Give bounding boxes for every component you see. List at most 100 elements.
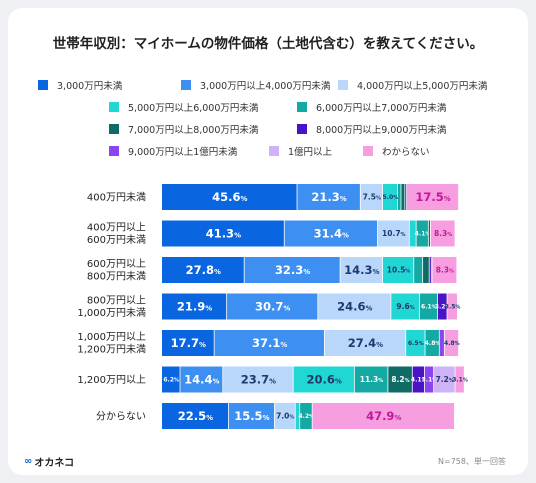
data-label: 41.3% [206, 227, 241, 241]
legend-label: 8,000万円以上9,000万円未満 [316, 125, 447, 136]
bar-segment [297, 184, 360, 210]
data-label: 11.3% [360, 375, 384, 384]
legend-item: 6,000万円以上7,000万円未満 [297, 100, 446, 114]
bar-segment [412, 366, 425, 393]
data-label: 3.1% [452, 377, 468, 384]
bar-segment [429, 257, 431, 283]
legend-swatch [38, 80, 48, 90]
data-label: 23.7% [241, 373, 276, 387]
bar-segment [439, 330, 444, 356]
data-label: 24.6% [337, 300, 372, 314]
bar-segment [428, 220, 430, 247]
bar-segment [180, 366, 223, 393]
bar-segment [405, 184, 407, 210]
legend-item: 3,000万円未満 [38, 78, 122, 92]
legend-swatch [297, 102, 307, 112]
data-label: 6.2% [163, 377, 179, 384]
data-label: 15.5% [234, 409, 269, 423]
bar-segment [397, 184, 401, 210]
data-label: 6.5% [408, 340, 424, 347]
bar-segment [162, 293, 227, 320]
bar-segment [382, 184, 398, 210]
bar-segment [434, 366, 455, 393]
category-label: 1,200万円以上 [77, 374, 146, 386]
legend-swatch [109, 102, 119, 112]
bar-segment [377, 220, 409, 247]
bar-segment [354, 366, 388, 393]
legend-label: 1億円以上 [288, 147, 333, 158]
legend-swatch [269, 146, 279, 156]
legend-swatch [297, 124, 307, 134]
data-label: 27.8% [186, 263, 221, 277]
legend-swatch [338, 80, 348, 90]
data-label: 4.8% [425, 340, 441, 347]
bar-segment [360, 184, 383, 210]
data-label: 30.7% [255, 300, 290, 314]
data-label: 4.2% [299, 413, 315, 420]
data-label: 8.3% [434, 229, 452, 238]
data-label: 20.6% [307, 373, 342, 387]
bar-segment [228, 403, 275, 429]
sample-note: N=758、単一回答 [438, 457, 506, 466]
data-label: 7.0% [276, 412, 294, 421]
bar-segment [312, 403, 455, 429]
legend-swatch [109, 146, 119, 156]
bar-segment [401, 184, 405, 210]
data-label: 14.4% [184, 373, 219, 387]
bar-segment [430, 220, 455, 247]
data-label: 45.6% [212, 190, 247, 204]
data-label: 10.5% [387, 266, 411, 275]
data-label: 7.5% [363, 193, 381, 202]
category-label: 分からない [96, 411, 146, 423]
bar-segment [274, 403, 295, 429]
bar-segment [447, 293, 458, 320]
data-label: 14.3% [344, 263, 379, 277]
data-label: 31.4% [314, 227, 349, 241]
legend-item: 8,000万円以上9,000万円未満 [297, 122, 446, 136]
bar-segment [437, 293, 447, 320]
bar-segment [340, 257, 383, 283]
bar-segment [162, 184, 297, 210]
legend-item: 7,000万円以上8,000万円未満 [109, 122, 258, 136]
chart-card: 世帯年収別：マイホームの物件価格（土地代含む）を教えてください。 3,000万円… [8, 8, 528, 475]
bar-segment [432, 257, 457, 283]
legend-item: わからない [363, 144, 430, 158]
bar-segment [416, 220, 428, 247]
legend-item: 9,000万円以上1億円未満 [109, 144, 237, 158]
bar-segment [318, 293, 391, 320]
legend-item: 4,000万円以上5,000万円未満 [338, 78, 487, 92]
legend-label: 9,000万円以上1億円未満 [128, 147, 238, 158]
brand-logo: ∞ オカネコ [24, 454, 74, 469]
infinity-icon: ∞ [24, 456, 32, 467]
bar-segment [423, 257, 429, 283]
bar-segment [162, 403, 229, 429]
legend-label: 6,000万円以上7,000万円未満 [316, 103, 447, 114]
data-label: 21.9% [177, 300, 212, 314]
legend-item: 3,000万円以上4,000万円未満 [181, 78, 330, 92]
bar-segment [295, 403, 300, 429]
legend-label: わからない [382, 147, 430, 158]
bar-segment [244, 257, 340, 283]
data-label: 27.4% [348, 336, 383, 350]
data-label: 6.1% [421, 304, 437, 311]
category-label: 800万円以上 1,000万円未満 [77, 295, 146, 320]
legend-item: 1億円以上 [269, 144, 332, 158]
legend-label: 4,000万円以上5,000万円未満 [357, 81, 488, 92]
category-label: 400万円以上 600万円未満 [87, 222, 146, 247]
bar-segment [424, 366, 434, 393]
bar-segment [214, 330, 324, 356]
bar-segment [382, 257, 414, 283]
bar-segment [419, 293, 438, 320]
data-label: 8.3% [436, 266, 454, 275]
data-label: 5.0% [383, 194, 399, 201]
legend-label: 3,000万円未満 [57, 81, 123, 92]
legend-item: 5,000万円以上6,000万円未満 [109, 100, 258, 114]
bar-segment [162, 257, 244, 283]
data-label: 9.6% [396, 302, 414, 311]
bar-segment [162, 330, 214, 356]
bar-segment [162, 366, 180, 393]
legend-swatch [363, 146, 373, 156]
legend-swatch [181, 80, 191, 90]
data-label: 17.5% [415, 190, 450, 204]
bar-segment [388, 366, 412, 393]
